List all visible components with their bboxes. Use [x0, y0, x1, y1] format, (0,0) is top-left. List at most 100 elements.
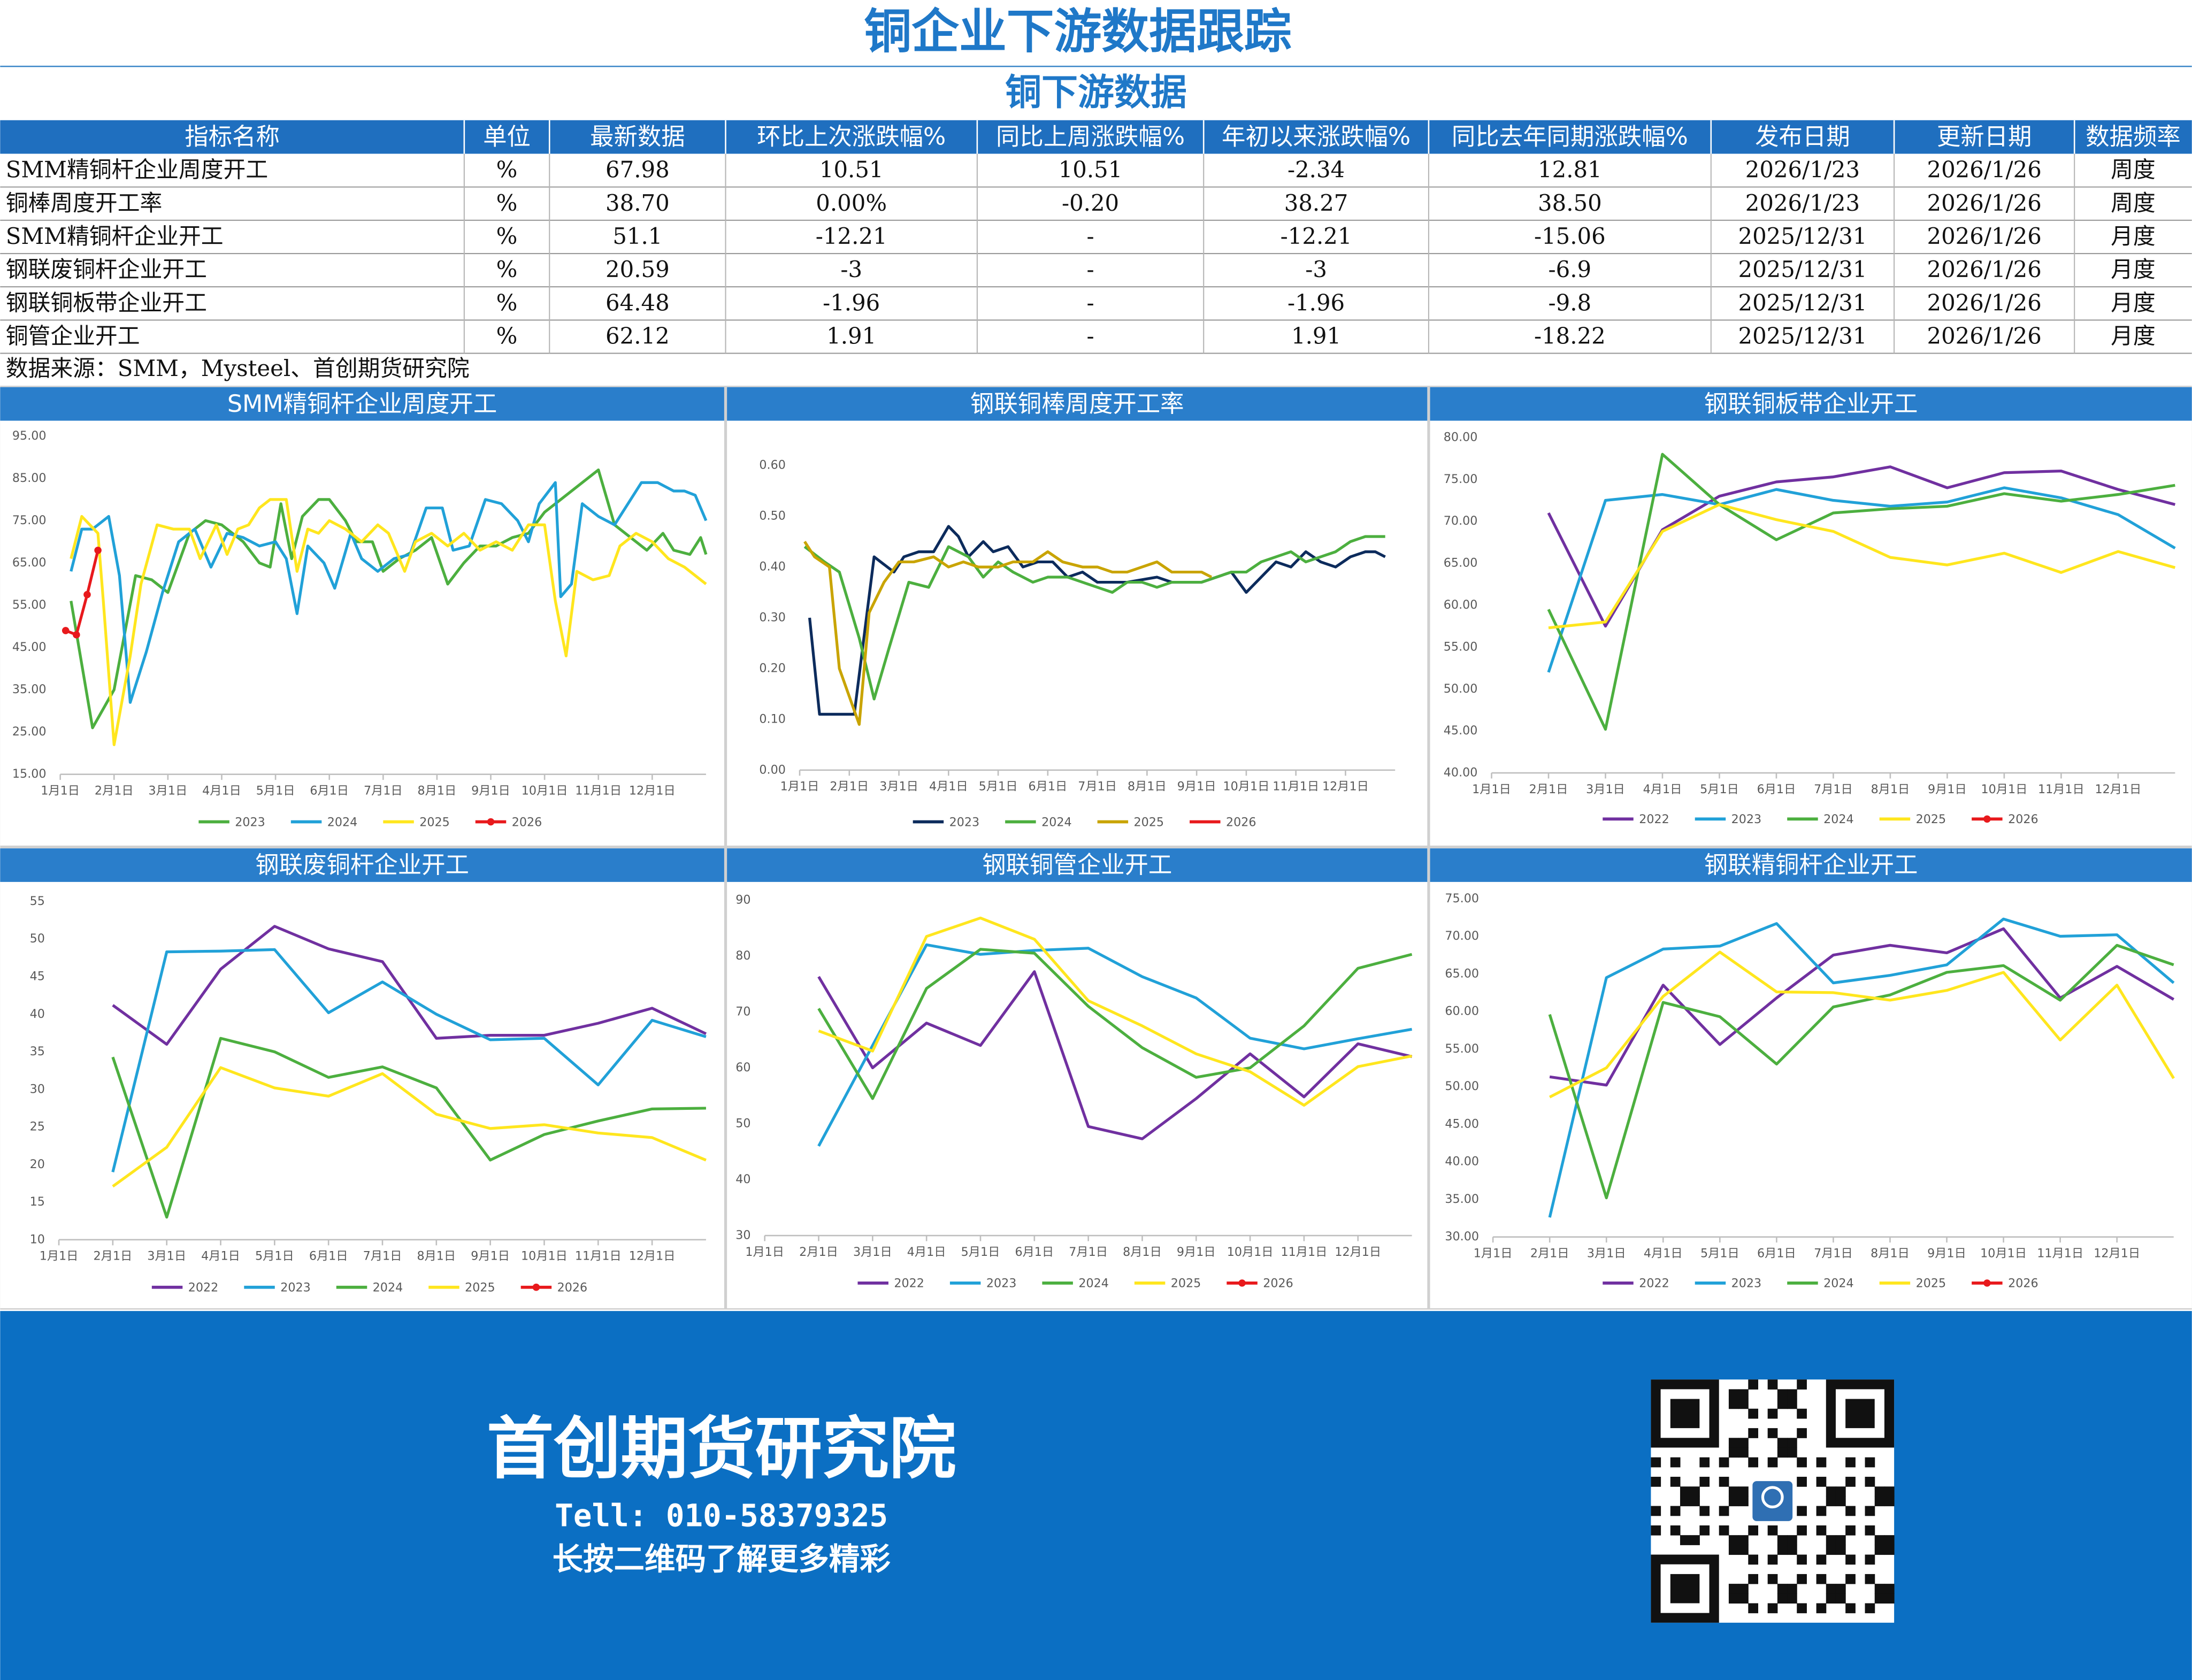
series-line [808, 525, 1386, 716]
qr-module [1884, 1486, 1895, 1497]
table-cell: -1.96 [823, 289, 880, 316]
table-cell: 0.00% [816, 190, 887, 216]
x-tick-label: 4月1日 [907, 1245, 946, 1259]
x-tick-label: 11月1日 [2038, 783, 2084, 796]
qr-module [1680, 1496, 1690, 1507]
x-tick-label: 6月1日 [1029, 780, 1068, 794]
series-line [803, 535, 1385, 701]
qr-module [1680, 1486, 1690, 1497]
x-tick-label: 3月1日 [1586, 783, 1625, 796]
qr-module [1651, 1525, 1661, 1536]
x-tick-label: 4月1日 [1643, 783, 1682, 796]
series-marker [73, 631, 80, 639]
legend-label: 2024 [1823, 812, 1854, 826]
chart-title-bar [0, 387, 724, 421]
qr-module [1874, 1535, 1885, 1545]
qr-module [1816, 1457, 1827, 1468]
x-tick-label: 6月1日 [1757, 1246, 1796, 1260]
x-tick-label: 2月1日 [1529, 783, 1568, 796]
legend-label: 2026 [2008, 1277, 2038, 1291]
qr-module [1670, 1525, 1681, 1536]
qr-module [1835, 1545, 1846, 1555]
table-header-cell: 单位 [483, 124, 531, 151]
qr-module [1738, 1496, 1749, 1507]
qr-module [1651, 1457, 1661, 1468]
x-tick-label: 12月1日 [1335, 1245, 1381, 1259]
table-cell: 铜棒周度开工率 [6, 190, 163, 216]
x-tick-label: 4月1日 [202, 784, 241, 798]
x-tick-label: 1月1日 [40, 1249, 79, 1263]
legend-label: 2024 [1078, 1277, 1109, 1291]
qr-module [1797, 1603, 1807, 1614]
qr-module [1748, 1574, 1759, 1584]
series-line [70, 498, 707, 746]
table-cell: 2026/1/26 [1927, 323, 2041, 349]
table-cell: 2026/1/23 [1745, 157, 1860, 183]
qr-module [1719, 1457, 1729, 1468]
qr-module [1816, 1525, 1827, 1536]
qr-module [1797, 1554, 1807, 1565]
qr-module [1738, 1389, 1749, 1400]
table-cell: 2025/12/31 [1738, 323, 1867, 349]
footer-org: 首创期货研究院 [487, 1410, 956, 1488]
qr-module [1699, 1457, 1710, 1468]
x-tick-label: 5月1日 [979, 780, 1018, 794]
qr-module [1816, 1574, 1827, 1584]
qr-module [1748, 1554, 1759, 1565]
qr-logo-mark [1761, 1486, 1784, 1509]
x-tick-label: 12月1日 [629, 1249, 676, 1263]
y-tick-label: 65.00 [1445, 966, 1479, 980]
x-tick-label: 2月1日 [94, 1249, 133, 1263]
y-tick-label: 40 [735, 1172, 750, 1186]
x-tick-label: 8月1日 [1128, 780, 1167, 794]
qr-module [1738, 1535, 1749, 1545]
x-tick-label: 12月1日 [2094, 1246, 2140, 1260]
series-line [818, 916, 1413, 1107]
x-tick-label: 1月1日 [41, 784, 80, 798]
qr-module [1874, 1593, 1885, 1604]
table-cell: 1.91 [1291, 323, 1341, 349]
qr-module [1690, 1486, 1700, 1497]
y-tick-label: 65.00 [1444, 556, 1478, 570]
table-header-cell: 发布日期 [1755, 124, 1850, 151]
qr-module [1865, 1506, 1875, 1516]
qr-module [1670, 1457, 1681, 1468]
qr-module [1777, 1399, 1788, 1409]
chart-panel [727, 848, 1428, 1308]
x-tick-label: 8月1日 [418, 784, 457, 798]
qr-finder [1670, 1574, 1700, 1604]
series-line [65, 550, 99, 636]
table-cell: 2025/12/31 [1738, 256, 1867, 282]
x-tick-label: 3月1日 [879, 780, 918, 794]
qr-module [1777, 1535, 1788, 1545]
y-tick-label: 80.00 [1444, 430, 1478, 444]
x-tick-label: 3月1日 [147, 1249, 186, 1263]
table-cell: -12.21 [1281, 223, 1352, 249]
legend-label: 2022 [894, 1277, 924, 1291]
qr-module [1826, 1593, 1836, 1604]
legend-label: 2025 [1916, 1277, 1946, 1291]
qr-module [1865, 1525, 1875, 1536]
qr-module [1797, 1457, 1807, 1468]
y-tick-label: 45.00 [12, 640, 47, 654]
qr-module [1826, 1496, 1836, 1507]
table-cell: -18.22 [1534, 323, 1606, 349]
qr-module [1797, 1574, 1807, 1584]
x-tick-label: 3月1日 [149, 784, 188, 798]
page-title: 铜企业下游数据跟踪 [864, 4, 1291, 59]
x-tick-label: 6月1日 [309, 1249, 348, 1263]
qr-module [1738, 1447, 1749, 1458]
y-tick-label: 30 [30, 1082, 45, 1096]
table-header-cell: 环比上次涨跌幅% [757, 124, 946, 151]
y-tick-label: 25.00 [12, 725, 47, 739]
qr-module [1777, 1545, 1788, 1555]
qr-module [1738, 1486, 1749, 1497]
x-tick-label: 4月1日 [201, 1249, 240, 1263]
legend-label: 2026 [512, 815, 542, 829]
qr-module [1787, 1438, 1797, 1448]
qr-module [1767, 1408, 1778, 1419]
table-header-cell: 同比去年同期涨跌幅% [1452, 124, 1688, 151]
legend-label: 2023 [280, 1281, 311, 1295]
table-cell: 2026/1/26 [1927, 223, 2041, 249]
